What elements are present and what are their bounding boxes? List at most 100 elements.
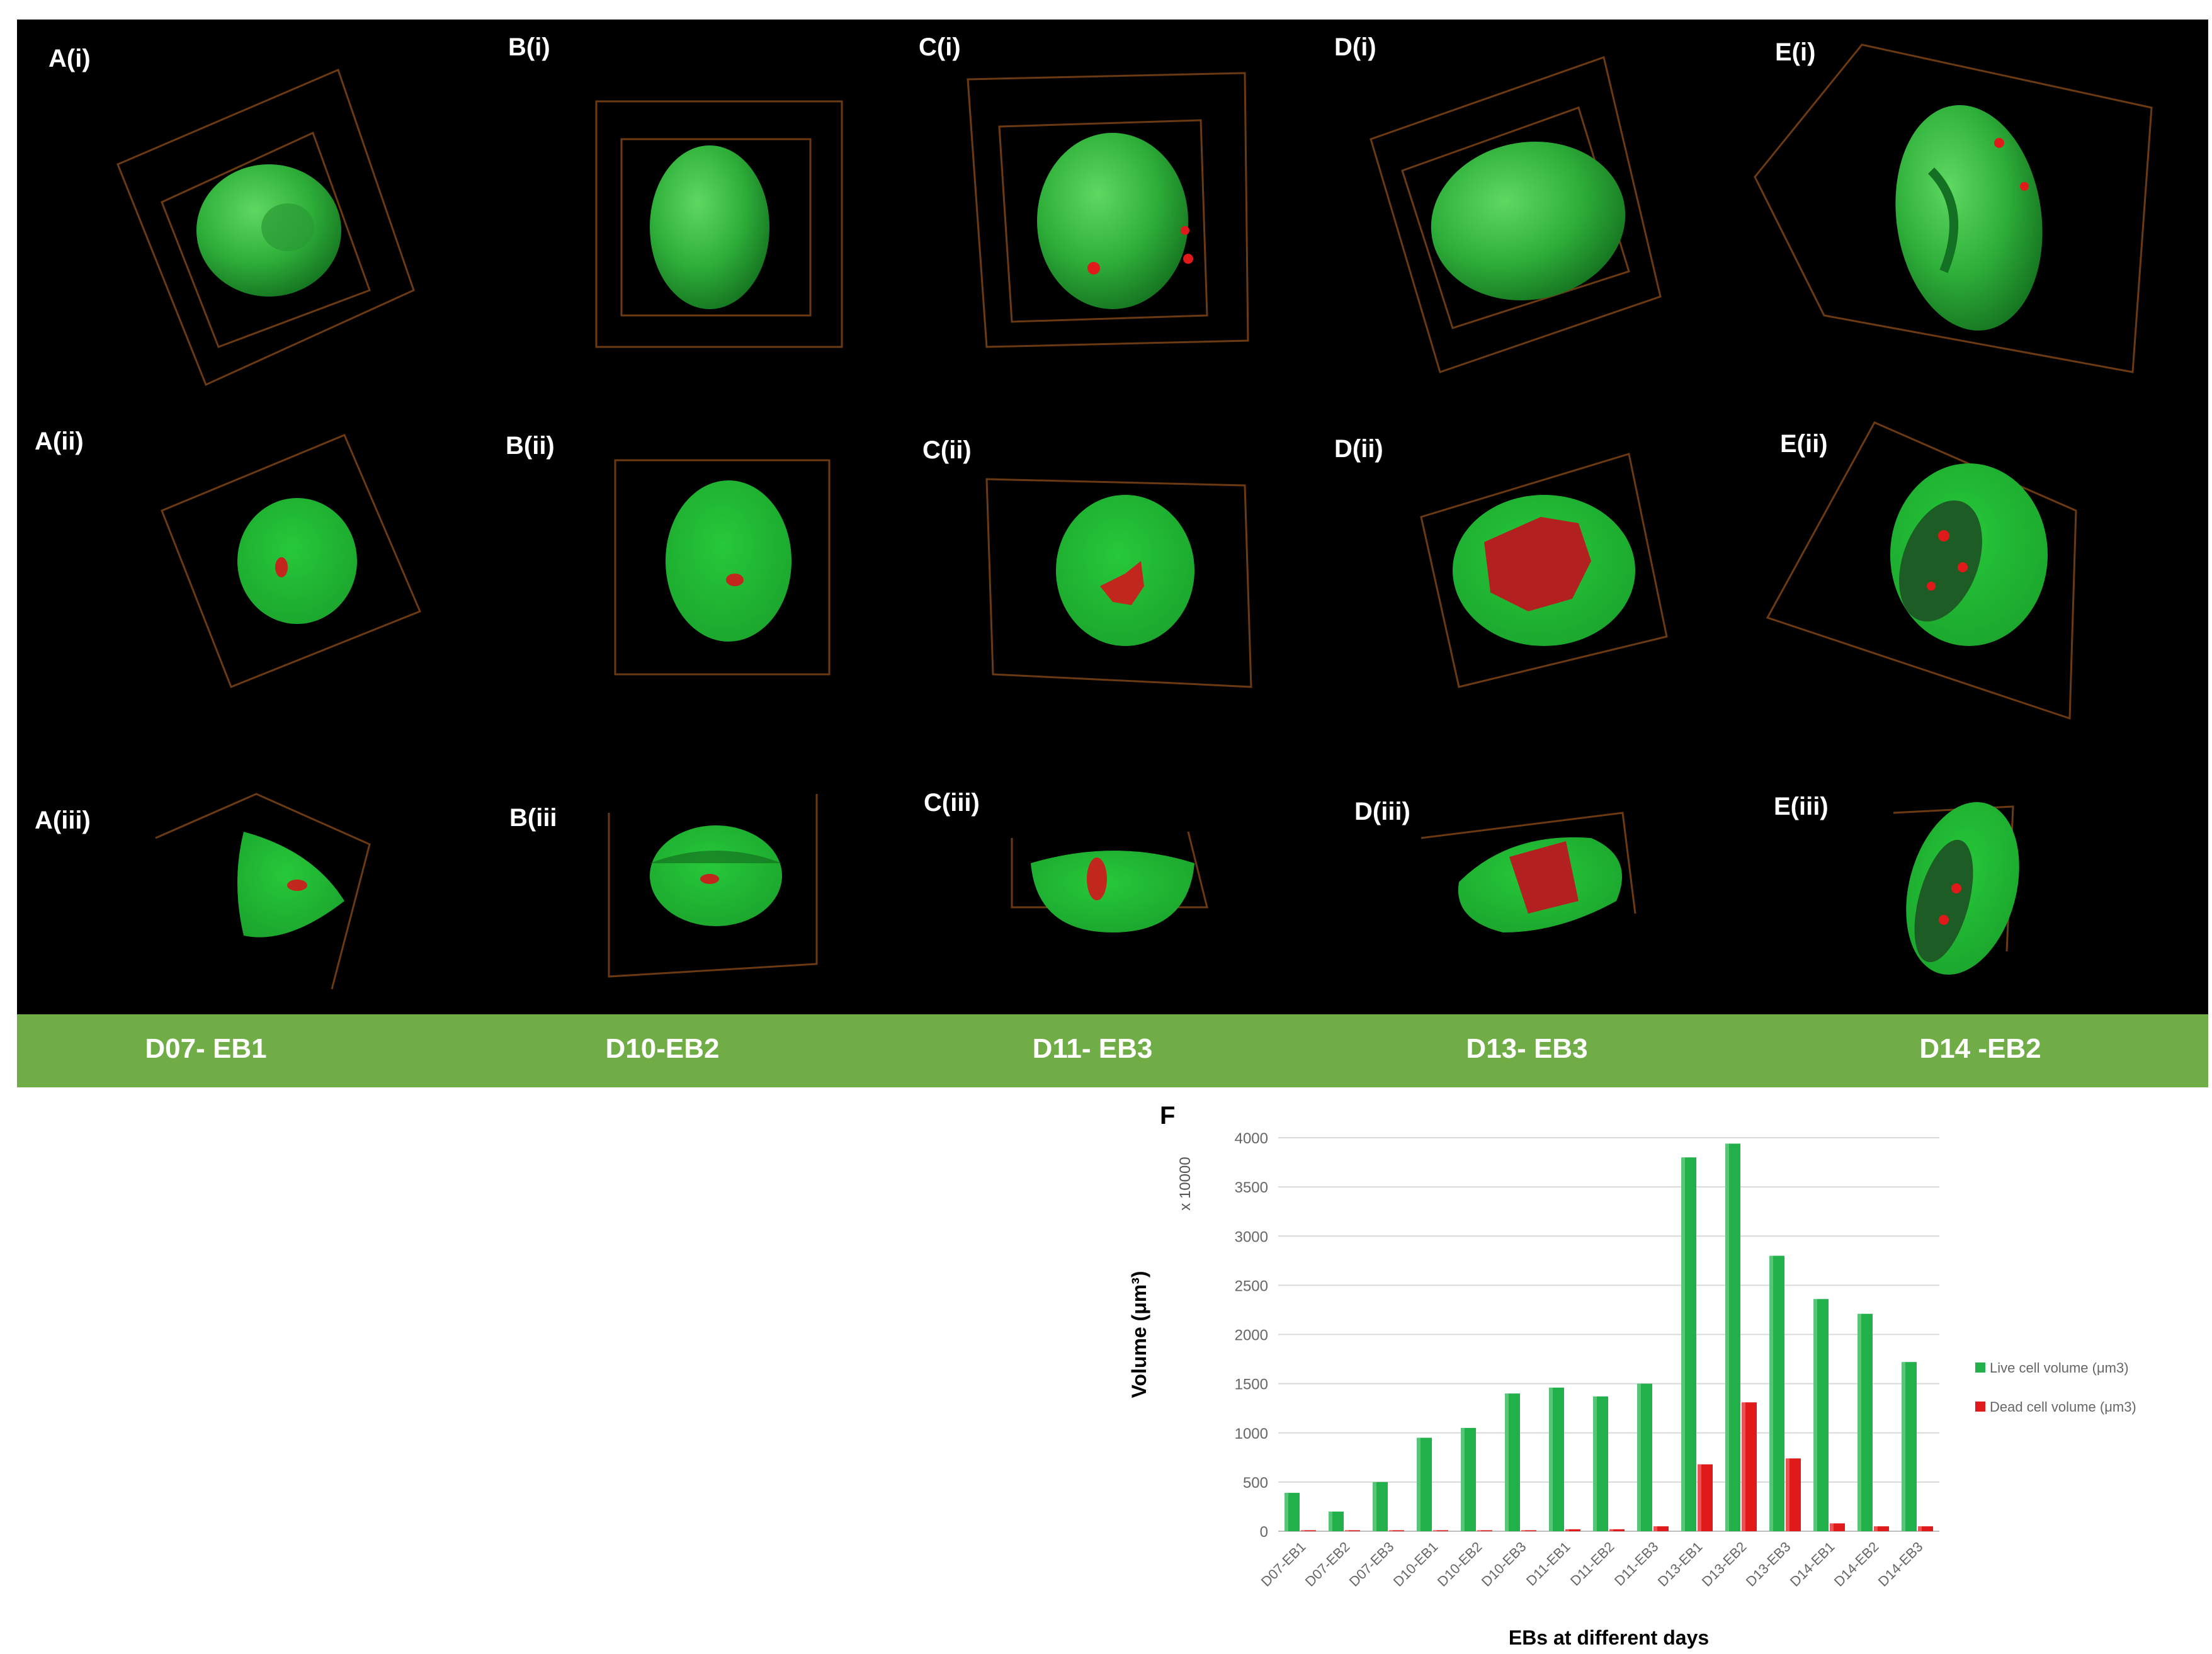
panel-label-c-iii: C(iii) — [924, 789, 980, 817]
x-tick-label: D10-EB1 — [1390, 1539, 1441, 1590]
dead-volume-bar — [1609, 1529, 1625, 1531]
bar-highlight — [1681, 1157, 1685, 1531]
x-tick-label: D13-EB3 — [1743, 1539, 1794, 1590]
bar-highlight — [1301, 1530, 1305, 1531]
x-tick-label: D11-EB2 — [1567, 1539, 1618, 1589]
bar-highlight — [1549, 1387, 1553, 1531]
x-tick-label: D13-EB2 — [1699, 1539, 1750, 1590]
x-tick-label: D14-EB2 — [1831, 1539, 1882, 1590]
bar-highlight — [1609, 1529, 1613, 1531]
panel-label-e-iii: E(iii) — [1774, 793, 1829, 820]
bar-highlight — [1918, 1526, 1922, 1531]
dead-volume-bar — [1477, 1530, 1492, 1531]
x-tick-label: D11-EB1 — [1523, 1539, 1574, 1589]
bar-highlight — [1285, 1493, 1288, 1531]
bar-highlight — [1769, 1255, 1773, 1531]
dead-volume-bar — [1786, 1458, 1801, 1531]
y-tick-label: 3500 — [1235, 1179, 1268, 1196]
y-tick-label: 500 — [1243, 1475, 1268, 1492]
sample-label-d07-eb1: D07- EB1 — [145, 1033, 267, 1064]
panel-label-e-i: E(i) — [1775, 38, 1816, 66]
live-volume-bar — [1373, 1481, 1388, 1531]
dead-volume-bar — [1742, 1402, 1757, 1531]
y-scale-note: x 10000 — [1177, 1157, 1194, 1210]
panel-label-a-iii: A(iii) — [35, 807, 91, 834]
x-tick-label: D10-EB2 — [1434, 1539, 1485, 1590]
panel-label-b-iii: B(iii — [509, 804, 557, 832]
panel-label-d-ii: D(ii) — [1334, 435, 1383, 463]
dead-volume-bar — [1830, 1523, 1845, 1531]
panel-label-a-i: A(i) — [48, 45, 91, 72]
x-tick-label: D13-EB1 — [1655, 1539, 1706, 1590]
bar-highlight — [1858, 1313, 1861, 1531]
x-tick-label: D07-EB1 — [1258, 1539, 1309, 1590]
y-axis-title: Volume (μm³) — [1128, 1271, 1150, 1398]
dead-volume-bar — [1918, 1526, 1933, 1531]
x-tick-label: D14-EB3 — [1875, 1539, 1926, 1590]
panel-label-c-i: C(i) — [919, 33, 961, 61]
live-volume-bar — [1681, 1157, 1696, 1531]
dead-volume-bar — [1565, 1529, 1580, 1531]
live-volume-bar — [1329, 1511, 1344, 1531]
bar-highlight — [1902, 1362, 1905, 1531]
bar-highlight — [1565, 1529, 1569, 1531]
live-volume-bar — [1637, 1383, 1652, 1531]
panel-label-a-ii: A(ii) — [35, 428, 84, 455]
bar-highlight — [1786, 1458, 1789, 1531]
live-volume-bar — [1769, 1255, 1784, 1531]
bar-highlight — [1593, 1396, 1597, 1531]
dead-volume-bar — [1345, 1530, 1360, 1531]
y-tick-label: 1000 — [1235, 1425, 1268, 1442]
bar-highlight — [1389, 1530, 1393, 1531]
dead-volume-bar — [1301, 1530, 1316, 1531]
embryoid-body-renders — [116, 43, 2153, 990]
live-volume-bar — [1285, 1493, 1300, 1531]
y-tick-label: 4000 — [1235, 1130, 1268, 1147]
sample-label-d14-eb2: D14 -EB2 — [1919, 1033, 2041, 1064]
live-volume-bar — [1505, 1393, 1520, 1531]
bar-highlight — [1461, 1427, 1465, 1531]
live-volume-bar — [1461, 1427, 1476, 1531]
live-volume-bar — [1417, 1437, 1432, 1531]
y-tick-label: 0 — [1260, 1524, 1268, 1541]
live-volume-bar — [1902, 1362, 1917, 1531]
legend-swatch-live — [1975, 1362, 1985, 1373]
panel-label-b-ii: B(ii) — [506, 432, 555, 460]
dead-volume-bar — [1521, 1530, 1536, 1531]
bar-highlight — [1417, 1437, 1421, 1531]
x-axis-title: EBs at different days — [1509, 1626, 1709, 1649]
figure-letter-f: F — [1160, 1102, 1176, 1130]
bar-highlight — [1813, 1299, 1817, 1531]
legend-label-dead: Dead cell volume (μm3) — [1990, 1399, 2136, 1415]
panel-label-b-i: B(i) — [508, 33, 550, 61]
bar-highlight — [1742, 1402, 1745, 1531]
bar-highlight — [1345, 1530, 1349, 1531]
bar-highlight — [1830, 1523, 1834, 1531]
volume-bar-chart-svg: 0 500 1000 1500 2000 2500 3000 3500 4000 D07-EB1 D… — [1128, 1130, 2136, 1649]
legend-label-live: Live cell volume (μm3) — [1990, 1360, 2129, 1376]
sample-label-d10-eb2: D10-EB2 — [605, 1033, 720, 1064]
y-tick-label: 2000 — [1235, 1327, 1268, 1344]
live-volume-bar — [1725, 1143, 1740, 1531]
bar-highlight — [1653, 1526, 1657, 1531]
bar-highlight — [1698, 1464, 1701, 1531]
y-tick-label: 1500 — [1235, 1376, 1268, 1393]
bar-highlight — [1477, 1530, 1481, 1531]
x-tick-label: D14-EB1 — [1787, 1539, 1838, 1590]
dead-volume-bar — [1433, 1530, 1448, 1531]
y-tick-label: 3000 — [1235, 1228, 1268, 1245]
x-tick-label: D11-EB3 — [1611, 1539, 1662, 1589]
dead-volume-bar — [1653, 1526, 1669, 1531]
y-tick-label: 2500 — [1235, 1277, 1268, 1294]
live-volume-bar — [1549, 1387, 1564, 1531]
live-volume-bar — [1593, 1396, 1608, 1531]
sample-label-d11-eb3: D11- EB3 — [1032, 1033, 1153, 1064]
panel-label-d-i: D(i) — [1334, 33, 1376, 61]
bar-highlight — [1637, 1383, 1641, 1531]
bar-highlight — [1874, 1526, 1878, 1531]
bar-highlight — [1433, 1530, 1437, 1531]
x-tick-label: D07-EB3 — [1346, 1539, 1397, 1590]
panel-label-d-iii: D(iii) — [1354, 798, 1410, 825]
dead-volume-bar — [1698, 1464, 1713, 1531]
bar-highlight — [1725, 1143, 1729, 1531]
